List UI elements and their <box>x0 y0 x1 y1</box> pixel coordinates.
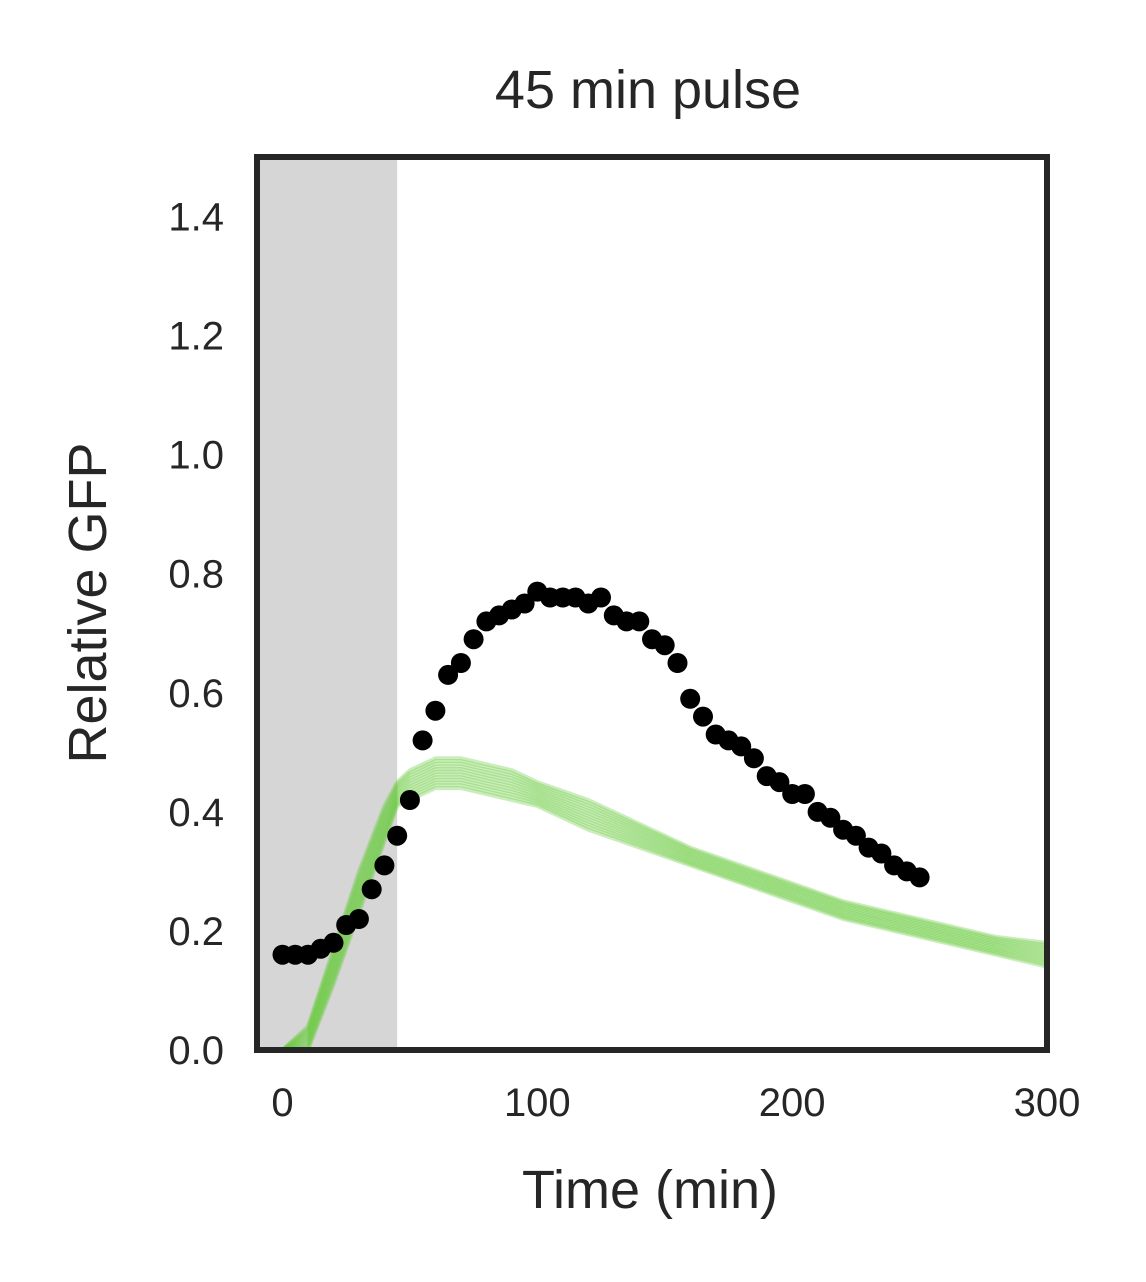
data-point <box>463 629 484 650</box>
y-axis-label: Relative GFP <box>58 442 118 763</box>
chart-title: 45 min pulse <box>495 60 801 120</box>
model-trajectory-line <box>281 769 1047 1050</box>
data-point <box>348 909 369 929</box>
y-tick-label: 0.2 <box>168 910 224 954</box>
model-trajectory-line <box>282 783 1047 1050</box>
x-tick-label: 100 <box>504 1081 571 1125</box>
model-trajectory-line <box>282 777 1047 1050</box>
y-tick-label: 1.2 <box>168 315 224 359</box>
data-point <box>731 736 752 757</box>
data-point <box>909 867 930 888</box>
x-tick-labels: 0 100 200 300 <box>271 1081 1080 1125</box>
x-tick-label: 300 <box>1014 1081 1081 1125</box>
model-trajectory-line <box>281 772 1047 1050</box>
data-point <box>769 772 790 793</box>
x-tick-label: 200 <box>759 1081 826 1125</box>
model-trajectory-line <box>281 759 1047 1050</box>
data-point <box>387 825 408 846</box>
y-tick-label: 1.0 <box>168 434 224 478</box>
data-point <box>374 855 395 876</box>
data-point <box>323 932 344 953</box>
data-point <box>667 653 688 673</box>
x-tick-label: 0 <box>271 1081 293 1125</box>
model-trajectory-line <box>281 761 1047 1050</box>
y-tick-label: 0.4 <box>168 791 224 835</box>
model-trajectory-line <box>281 764 1047 1050</box>
data-point <box>450 653 471 673</box>
model-trajectory-line <box>282 780 1047 1050</box>
data-point <box>743 748 764 769</box>
model-trajectory-line <box>282 786 1047 1050</box>
model-trajectories <box>281 756 1047 1050</box>
y-tick-label: 0.0 <box>168 1029 224 1073</box>
y-tick-label: 1.4 <box>168 196 224 240</box>
data-point <box>820 807 841 828</box>
y-tick-label: 0.8 <box>168 553 224 597</box>
x-axis-label: Time (min) <box>522 1160 778 1220</box>
model-trajectory-line <box>281 767 1047 1050</box>
data-point <box>794 784 815 804</box>
data-point <box>845 825 866 846</box>
model-trajectory-line <box>281 756 1047 1050</box>
data-point <box>629 611 650 632</box>
y-tick-label: 0.6 <box>168 672 224 716</box>
y-tick-labels: 0.0 0.2 0.4 0.6 0.8 1.0 1.2 1.4 <box>168 196 224 1073</box>
data-point <box>693 706 713 727</box>
data-point <box>361 879 382 900</box>
data-point <box>399 790 420 810</box>
data-point <box>425 700 446 721</box>
plot-frame <box>254 154 1050 1053</box>
data-point <box>438 664 459 685</box>
measured-points <box>272 581 930 965</box>
data-point <box>591 587 611 608</box>
pulse-shaded-region <box>257 157 398 1050</box>
data-point <box>514 593 535 614</box>
data-point <box>654 635 675 656</box>
data-point <box>412 730 433 751</box>
data-point <box>871 843 892 864</box>
data-point <box>680 688 701 709</box>
model-trajectory-line <box>281 775 1047 1050</box>
